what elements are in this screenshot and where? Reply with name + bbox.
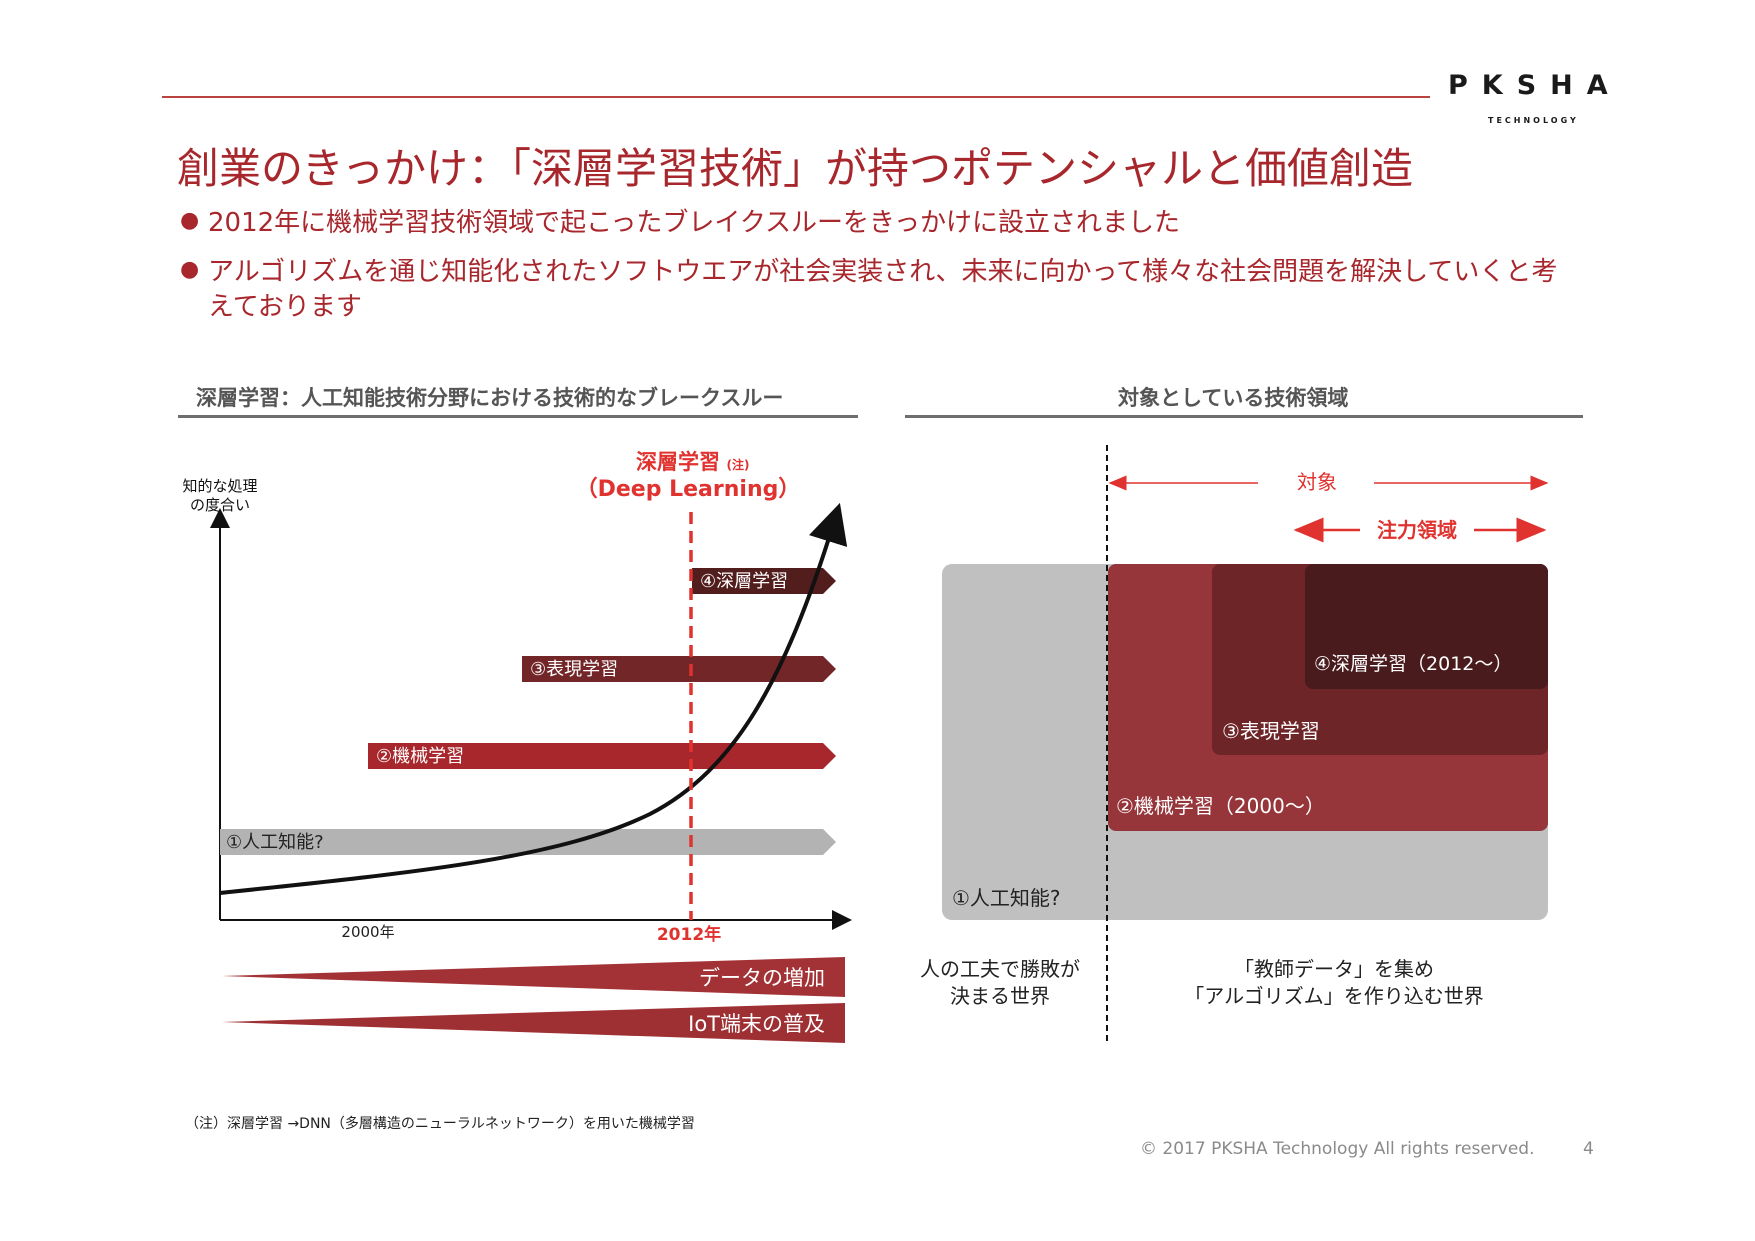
- arrow-machine-learning-label: ②機械学習: [376, 746, 464, 767]
- footnote: （注）深層学習 →DNN（多層構造のニューラルネットワーク）を用いた機械学習: [185, 1116, 695, 1132]
- box-deep-learning-label: ④深層学習（2012～）: [1314, 653, 1512, 675]
- header-rule: [162, 96, 1430, 98]
- deep-learning-label: 深層学習: [636, 450, 720, 474]
- wedge-data-growth-label: データの増加: [699, 966, 825, 990]
- wedge-iot-label: IoT端末の普及: [688, 1012, 825, 1036]
- growth-curve: [219, 502, 848, 895]
- arrow-deep-learning-label: ④深層学習: [700, 571, 788, 592]
- left-section-title: 深層学習：人工知能技術分野における技術的なブレークスルー: [196, 386, 784, 410]
- caption-left-2: 決まる世界: [950, 984, 1050, 1008]
- pksha-logo-sub: TECHNOLOGY: [1488, 116, 1579, 125]
- arrow-representation-learning-label: ③表現学習: [530, 659, 618, 680]
- caption-right-1: 「教師データ」を集め: [1234, 957, 1434, 981]
- y-axis-label-1: 知的な処理: [182, 477, 257, 495]
- arrow-representation-learning: [522, 656, 836, 682]
- deep-learning-note: (注): [727, 457, 750, 472]
- caption-right-2: 「アルゴリズム」を作り込む世界: [1184, 984, 1483, 1008]
- box-machine-learning-label: ②機械学習（2000～）: [1116, 794, 1325, 818]
- bullet-2-line-2: えております: [208, 292, 362, 322]
- page-title: 創業のきっかけ：「深層学習技術」が持つポテンシャルと価値創造: [177, 144, 1414, 193]
- left-section-rule: [178, 415, 858, 418]
- right-section-title: 対象としている技術領域: [1118, 386, 1349, 410]
- right-section-rule: [905, 415, 1583, 418]
- pksha-logo: PKSHA: [1448, 70, 1622, 101]
- box-representation-learning-label: ③表現学習: [1222, 719, 1320, 743]
- focus-label: 注力領域: [1377, 518, 1457, 542]
- bullet-dot-icon: ●: [180, 257, 200, 282]
- bullet-dot-icon: ●: [180, 208, 200, 233]
- wedge-iot: [222, 1003, 845, 1043]
- arrow-ai: [220, 829, 836, 855]
- caption-left-1: 人の工夫で勝敗が: [920, 957, 1080, 981]
- box-ai-label: ①人工知能?: [952, 886, 1061, 910]
- box-deep-learning: [1305, 564, 1548, 689]
- bullet-2-line-1: アルゴリズムを通じ知能化されたソフトウエアが社会実装され、未来に向かって様々な社…: [208, 257, 1558, 287]
- deep-learning-en-label: （Deep Learning）: [576, 477, 801, 502]
- target-label: 対象: [1297, 470, 1337, 494]
- y-axis-label-2: の度合い: [190, 496, 250, 514]
- arrow-ai-label: ①人工知能?: [226, 832, 324, 853]
- arrow-deep-learning: [692, 568, 836, 594]
- bullet-1: 2012年に機械学習技術領域で起こったブレイクスルーをきっかけに設立されました: [208, 208, 1181, 238]
- x-label-2012: 2012年: [657, 924, 721, 945]
- wedge-data-growth: [222, 957, 845, 997]
- x-label-2000: 2000年: [341, 923, 394, 941]
- copyright: © 2017 PKSHA Technology All rights reser…: [1140, 1139, 1535, 1159]
- page-number: 4: [1583, 1139, 1594, 1159]
